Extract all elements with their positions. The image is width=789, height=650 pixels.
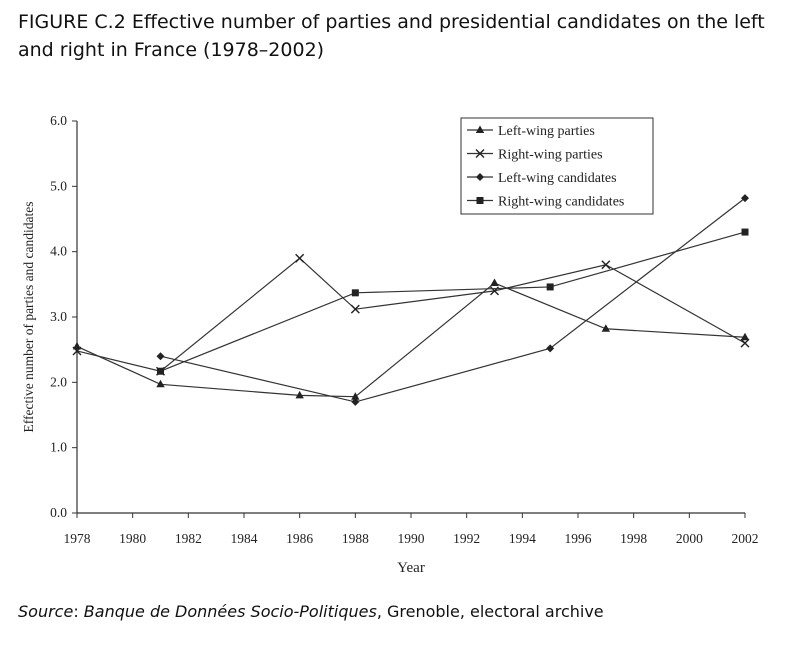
chart-series-layer xyxy=(73,194,749,406)
y-tick-label: 2.0 xyxy=(50,374,67,389)
source-rest: , Grenoble, electoral archive xyxy=(377,602,604,621)
data-point-x xyxy=(741,339,749,347)
x-tick-label: 2002 xyxy=(732,531,759,546)
x-tick-label: 1982 xyxy=(175,531,202,546)
data-point-x xyxy=(602,261,610,269)
y-tick-label: 6.0 xyxy=(50,113,67,128)
y-axis-label: Effective number of parties and candidat… xyxy=(21,201,36,432)
source-note: Source: Banque de Données Socio-Politiqu… xyxy=(18,602,778,621)
legend-label: Right-wing parties xyxy=(498,148,603,163)
source-name: Banque de Données Socio-Politiques xyxy=(84,602,377,621)
x-tick-label: 1998 xyxy=(620,531,647,546)
y-tick-label: 5.0 xyxy=(50,178,67,193)
series-line xyxy=(161,232,746,371)
series-2 xyxy=(73,254,749,375)
x-tick-label: 1978 xyxy=(64,531,91,546)
line-chart: 0.0 1.0 2.0 3.0 4.0 5.0 6.0 1978 1980 1982 1984 198… xyxy=(0,0,789,600)
series-3 xyxy=(157,194,750,406)
y-tick-label: 0.0 xyxy=(50,505,67,520)
data-point-diamond xyxy=(157,352,165,360)
legend-label: Left-wing candidates xyxy=(498,171,617,186)
data-point-square xyxy=(547,283,554,290)
data-point-square xyxy=(477,197,484,204)
x-tick-label: 1988 xyxy=(342,531,369,546)
x-tick-label: 2000 xyxy=(676,531,703,546)
source-prefix: Source xyxy=(18,602,73,621)
legend-label: Right-wing candidates xyxy=(498,195,624,210)
series-line xyxy=(77,283,745,397)
chart-legend: Left-wing parties Right-wing parties Left-… xyxy=(461,118,653,214)
data-point-square xyxy=(742,229,749,236)
data-point-square xyxy=(352,289,359,296)
x-tick-label: 1986 xyxy=(286,531,313,546)
data-point-square xyxy=(157,368,164,375)
x-tick-label: 1992 xyxy=(453,531,480,546)
x-tick-label: 1984 xyxy=(231,531,258,546)
x-tick-label: 1994 xyxy=(509,531,536,546)
y-tick-label: 3.0 xyxy=(50,309,67,324)
x-tick-label: 1980 xyxy=(119,531,146,546)
source-colon: : xyxy=(73,602,83,621)
x-tick-label: 1996 xyxy=(565,531,592,546)
x-tick-label: 1990 xyxy=(398,531,425,546)
y-tick-label: 4.0 xyxy=(50,244,67,259)
y-tick-label: 1.0 xyxy=(50,440,67,455)
series-1 xyxy=(73,279,749,400)
x-axis-label: Year xyxy=(397,560,425,576)
data-point-triangle xyxy=(490,279,498,287)
data-point-x xyxy=(296,254,304,262)
legend-label: Left-wing parties xyxy=(498,124,595,139)
